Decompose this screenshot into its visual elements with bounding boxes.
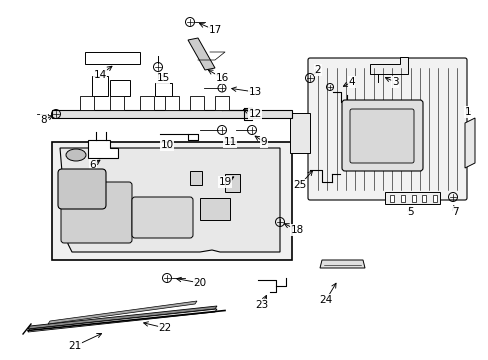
Polygon shape [48,301,197,324]
Text: 13: 13 [248,87,261,97]
Bar [400,195,404,202]
Bar [200,198,229,220]
Polygon shape [187,38,215,70]
Text: 14: 14 [93,70,106,80]
Text: 9: 9 [260,137,267,147]
FancyBboxPatch shape [307,58,466,200]
Text: 1: 1 [464,107,470,117]
Text: 7: 7 [451,207,457,217]
Ellipse shape [66,149,86,161]
Polygon shape [28,306,217,329]
Bar [52,142,291,260]
FancyBboxPatch shape [132,197,193,238]
Text: 6: 6 [89,160,96,170]
Text: 18: 18 [290,225,303,235]
Text: 23: 23 [255,300,268,310]
Bar [421,195,426,202]
Polygon shape [190,96,203,110]
Text: 24: 24 [319,295,332,305]
Polygon shape [155,83,172,96]
FancyBboxPatch shape [349,109,413,163]
Polygon shape [384,192,439,204]
Text: 16: 16 [215,73,228,83]
Bar [190,171,202,185]
Text: 19: 19 [218,177,231,187]
Polygon shape [110,96,124,110]
Bar [389,195,393,202]
Text: 22: 22 [158,323,171,333]
Polygon shape [464,118,474,168]
Polygon shape [110,80,130,96]
Text: 15: 15 [156,73,169,83]
Text: 2: 2 [314,65,321,75]
Text: 8: 8 [41,115,47,125]
Polygon shape [140,96,154,110]
Polygon shape [28,309,217,332]
Text: 5: 5 [406,207,412,217]
Polygon shape [80,96,94,110]
Polygon shape [164,96,179,110]
Text: 12: 12 [248,109,261,119]
Text: 20: 20 [193,278,206,288]
Text: 17: 17 [208,25,221,35]
Text: 11: 11 [223,137,236,147]
Polygon shape [319,260,364,268]
Polygon shape [52,110,291,118]
Bar [411,195,415,202]
Text: 3: 3 [391,77,398,87]
Bar [432,195,436,202]
Polygon shape [215,96,228,110]
FancyBboxPatch shape [341,100,422,171]
Text: 25: 25 [293,180,306,190]
Polygon shape [88,140,118,158]
Polygon shape [92,76,108,96]
Polygon shape [60,148,280,252]
Text: 4: 4 [348,77,355,87]
Text: 10: 10 [160,140,173,150]
Bar [224,174,240,192]
Polygon shape [289,113,309,153]
Polygon shape [369,57,407,74]
FancyBboxPatch shape [61,182,132,243]
Polygon shape [85,52,140,64]
FancyBboxPatch shape [58,169,106,209]
Text: 21: 21 [68,341,81,351]
